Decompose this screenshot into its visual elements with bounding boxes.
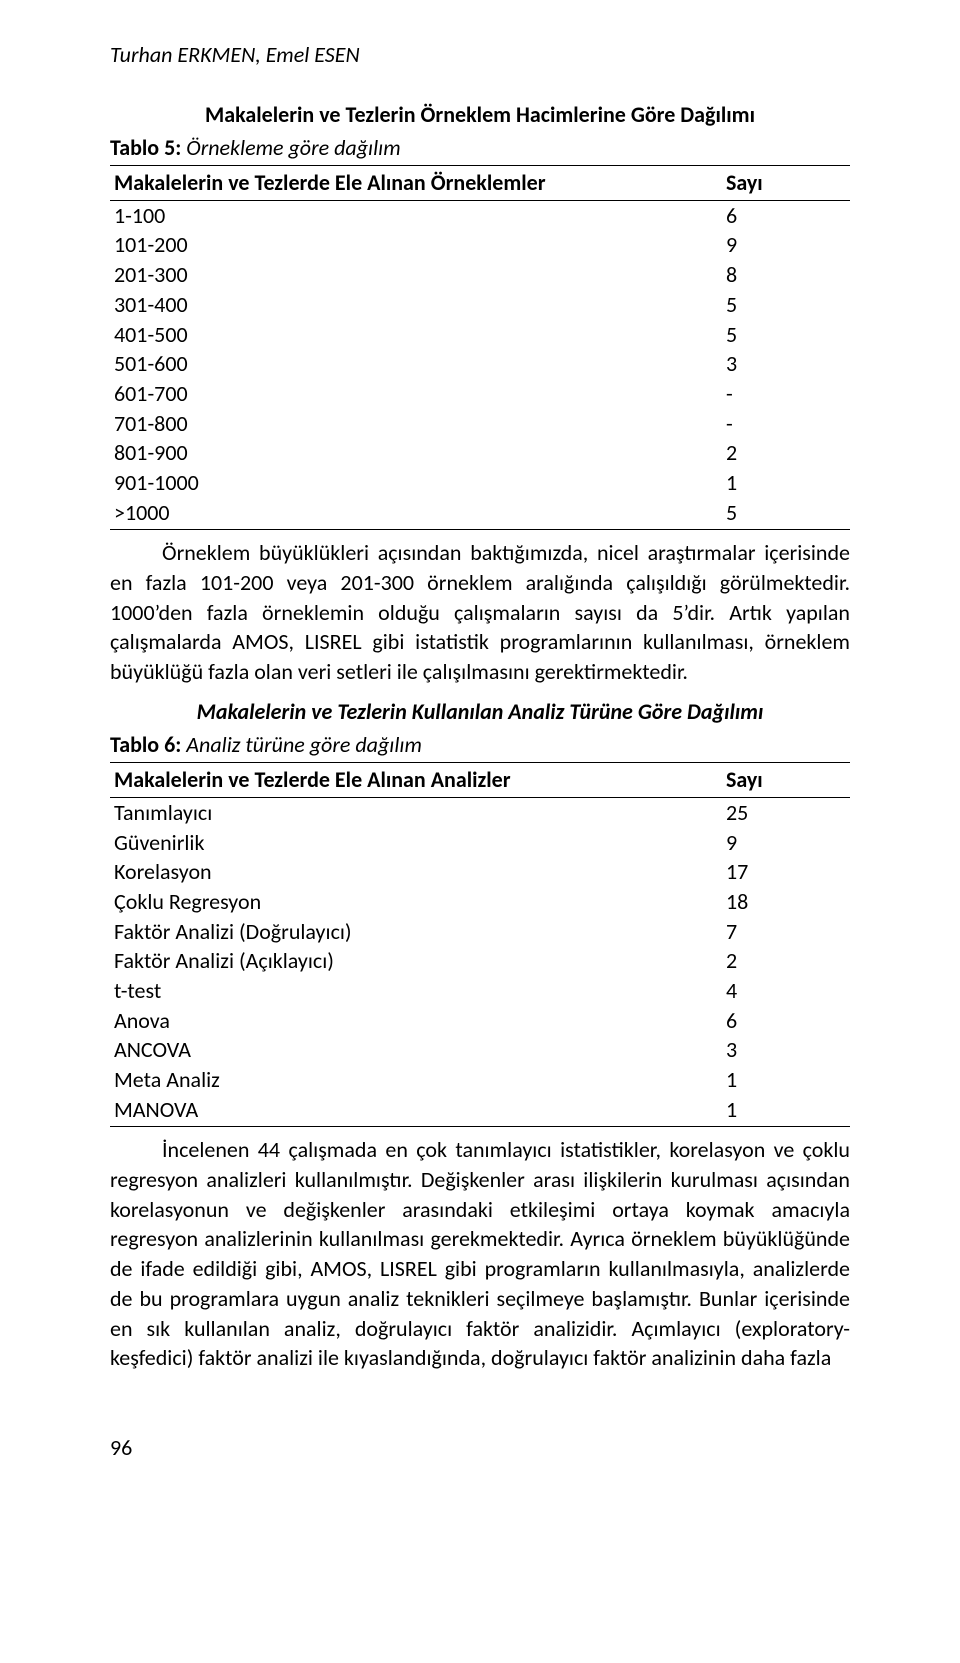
table-row: 501-6003 [110, 349, 850, 379]
table-cell-label: MANOVA [110, 1095, 722, 1127]
table-cell-label: 401-500 [110, 320, 722, 350]
table-row: Anova6 [110, 1006, 850, 1036]
table-row: Faktör Analizi (Doğrulayıcı)7 [110, 917, 850, 947]
table-cell-label: 601-700 [110, 379, 722, 409]
table-cell-count: 6 [722, 1006, 850, 1036]
table-row: 1-1006 [110, 200, 850, 230]
table-cell-count: 2 [722, 438, 850, 468]
table5: Makalelerin ve Tezlerde Ele Alınan Örnek… [110, 165, 850, 530]
table-cell-count: 6 [722, 200, 850, 230]
paragraph-2: İncelenen 44 çalışmada en çok tanımlayıc… [110, 1135, 850, 1373]
table-cell-count: 8 [722, 260, 850, 290]
table6: Makalelerin ve Tezlerde Ele Alınan Anali… [110, 762, 850, 1127]
table-row: Çoklu Regresyon18 [110, 887, 850, 917]
table-row: 101-2009 [110, 230, 850, 260]
table-cell-label: 801-900 [110, 438, 722, 468]
table-cell-count: - [722, 409, 850, 439]
table-row: Güvenirlik9 [110, 828, 850, 858]
table6-caption-label: Tablo 6: [110, 731, 181, 758]
section-title-1: Makalelerin ve Tezlerin Örneklem Hacimle… [110, 100, 850, 130]
table-cell-label: 501-600 [110, 349, 722, 379]
table-row: Meta Analiz1 [110, 1065, 850, 1095]
table-row: 601-700- [110, 379, 850, 409]
table-cell-count: 17 [722, 857, 850, 887]
table-cell-count: 4 [722, 976, 850, 1006]
table5-header-row: Makalelerin ve Tezlerde Ele Alınan Örnek… [110, 166, 850, 201]
table-cell-count: 9 [722, 230, 850, 260]
table-row: Faktör Analizi (Açıklayıcı)2 [110, 946, 850, 976]
table-cell-count: 2 [722, 946, 850, 976]
table-cell-label: t-test [110, 976, 722, 1006]
table6-header-col2: Sayı [722, 763, 850, 798]
table-row: 801-9002 [110, 438, 850, 468]
table-row: MANOVA1 [110, 1095, 850, 1127]
table-row: 701-800- [110, 409, 850, 439]
table-row: Korelasyon17 [110, 857, 850, 887]
section-title-2: Makalelerin ve Tezlerin Kullanılan Anali… [110, 697, 850, 727]
table6-caption: Tablo 6: Analiz türüne göre dağılım [110, 730, 850, 760]
table6-header-col1: Makalelerin ve Tezlerde Ele Alınan Anali… [110, 763, 722, 798]
table-cell-count: 1 [722, 1095, 850, 1127]
table-cell-count: 5 [722, 320, 850, 350]
table-cell-label: Anova [110, 1006, 722, 1036]
table-row: Tanımlayıcı25 [110, 797, 850, 827]
table-cell-label: 1-100 [110, 200, 722, 230]
table-cell-count: 3 [722, 1035, 850, 1065]
table-cell-count: 25 [722, 797, 850, 827]
table-cell-label: 201-300 [110, 260, 722, 290]
table-row: 401-5005 [110, 320, 850, 350]
table-cell-label: Çoklu Regresyon [110, 887, 722, 917]
table-cell-label: Tanımlayıcı [110, 797, 722, 827]
table-row: ANCOVA3 [110, 1035, 850, 1065]
table-cell-count: 18 [722, 887, 850, 917]
table-row: >10005 [110, 498, 850, 530]
table-cell-label: >1000 [110, 498, 722, 530]
table-row: 301-4005 [110, 290, 850, 320]
table-cell-count: 5 [722, 290, 850, 320]
table-cell-count: 1 [722, 1065, 850, 1095]
table5-caption-desc: Örnekleme göre dağılım [181, 134, 400, 161]
table-cell-label: Meta Analiz [110, 1065, 722, 1095]
table-row: t-test4 [110, 976, 850, 1006]
table-cell-count: 1 [722, 468, 850, 498]
table-cell-label: 301-400 [110, 290, 722, 320]
table-cell-label: Faktör Analizi (Açıklayıcı) [110, 946, 722, 976]
table6-caption-desc: Analiz türüne göre dağılım [181, 731, 422, 758]
page-number: 96 [110, 1433, 850, 1463]
table-cell-count: 3 [722, 349, 850, 379]
table-cell-count: - [722, 379, 850, 409]
table-cell-label: 101-200 [110, 230, 722, 260]
table-cell-label: Güvenirlik [110, 828, 722, 858]
table-cell-count: 7 [722, 917, 850, 947]
table5-caption: Tablo 5: Örnekleme göre dağılım [110, 133, 850, 163]
table-cell-count: 5 [722, 498, 850, 530]
table5-caption-label: Tablo 5: [110, 134, 181, 161]
table-row: 901-10001 [110, 468, 850, 498]
table-cell-label: Faktör Analizi (Doğrulayıcı) [110, 917, 722, 947]
table-cell-count: 9 [722, 828, 850, 858]
table5-header-col2: Sayı [722, 166, 850, 201]
table5-header-col1: Makalelerin ve Tezlerde Ele Alınan Örnek… [110, 166, 722, 201]
page-container: Turhan ERKMEN, Emel ESEN Makalelerin ve … [0, 0, 960, 1523]
table6-header-row: Makalelerin ve Tezlerde Ele Alınan Anali… [110, 763, 850, 798]
paragraph-1: Örneklem büyüklükleri açısından baktığım… [110, 538, 850, 686]
running-head: Turhan ERKMEN, Emel ESEN [110, 40, 850, 70]
table-cell-label: ANCOVA [110, 1035, 722, 1065]
table-row: 201-3008 [110, 260, 850, 290]
table-cell-label: 701-800 [110, 409, 722, 439]
table-cell-label: Korelasyon [110, 857, 722, 887]
table-cell-label: 901-1000 [110, 468, 722, 498]
